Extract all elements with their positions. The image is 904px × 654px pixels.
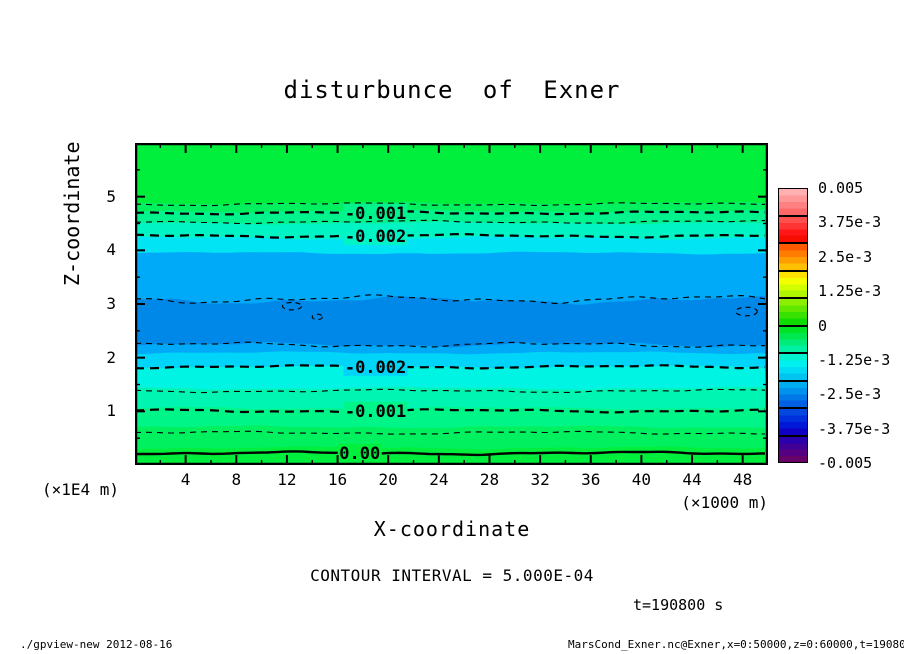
colorbar-segment — [778, 408, 808, 436]
time-annotation: t=190800 s — [633, 596, 724, 614]
x-tick-label: 8 — [231, 470, 242, 489]
x-tick-label: 20 — [378, 470, 398, 489]
colorbar-segment — [778, 380, 808, 408]
plot-title: disturbunce of Exner — [283, 76, 621, 104]
footer-dataset-info: MarsCond_Exner.nc@Exner,x=0:50000,z=0:60… — [568, 638, 904, 651]
z-tick-label: 1 — [106, 401, 116, 421]
x-tick-label: 32 — [530, 470, 550, 489]
contour-label: -0.002 — [345, 227, 406, 247]
z-tick-label: 2 — [106, 347, 116, 367]
colorbar-label: -2.5e-3 — [818, 385, 882, 404]
closed-contour-blobs — [281, 301, 758, 321]
colorbar-tick-labels: 0.005 3.75e-3 2.5e-3 1.25e-3 0 -1.25e-3 -2.5e-… — [818, 179, 904, 472]
colorbar-label: 2.5e-3 — [818, 247, 873, 266]
colorbar-segment — [778, 270, 808, 298]
colorbar-label: 0.005 — [818, 179, 864, 197]
contour-label: -0.002 — [345, 358, 406, 378]
colorbar-segment — [778, 215, 808, 243]
colorbar-label: -1.25e-3 — [818, 350, 891, 369]
contour-lines: -0.001 -0.002 -0.002 -0.001 0.00 — [134, 202, 766, 464]
colorbar-segment — [778, 325, 808, 353]
contour-label: 0.00 — [339, 444, 380, 464]
z-tick-label: 3 — [106, 294, 116, 313]
colorbar-label: 3.75e-3 — [818, 213, 882, 232]
z-tick-label: 5 — [106, 186, 116, 206]
contour-plot-canvas: -0.001 -0.002 -0.002 -0.001 0.00 — [134, 142, 769, 466]
x-tick-label: 48 — [733, 470, 753, 489]
colorbar-label: -0.005 — [818, 454, 873, 472]
contour-label: -0.001 — [345, 402, 406, 422]
colorbar-segment — [778, 188, 808, 216]
x-axis-unit: (×1000 m) — [681, 493, 768, 512]
z-tick-label: 4 — [106, 240, 116, 260]
colorbar-segment — [778, 298, 808, 326]
footer-command: ./gpview-new 2012-08-16 — [20, 638, 173, 651]
contour-label: -0.001 — [345, 204, 406, 224]
x-tick-label: 24 — [429, 470, 449, 489]
z-axis-unit: (×1E4 m) — [42, 480, 120, 499]
x-tick-label: 44 — [682, 470, 702, 489]
x-tick-label: 36 — [581, 470, 601, 489]
colorbar-segment — [778, 435, 808, 463]
colorbar-segment — [778, 243, 808, 271]
colorbar-label: 0 — [818, 316, 828, 335]
colorbar-segment — [778, 353, 808, 381]
colorbar — [778, 188, 808, 463]
x-tick-label: 40 — [631, 470, 652, 489]
contour-interval-text: CONTOUR INTERVAL = 5.000E-04 — [310, 566, 594, 585]
x-tick-label: 16 — [327, 470, 348, 489]
x-tick-label: 28 — [479, 470, 500, 489]
x-axis-label: X-coordinate — [373, 517, 531, 541]
plot-area: -0.001 -0.002 -0.002 -0.001 0.00 — [134, 142, 769, 466]
colorbar-label: 1.25e-3 — [818, 282, 882, 301]
plot-frame — [134, 142, 769, 466]
filled-contour-bands — [135, 143, 768, 465]
x-tick-label: 12 — [277, 470, 297, 489]
x-tick-label: 4 — [180, 470, 191, 489]
colorbar-label: -3.75e-3 — [818, 419, 891, 438]
